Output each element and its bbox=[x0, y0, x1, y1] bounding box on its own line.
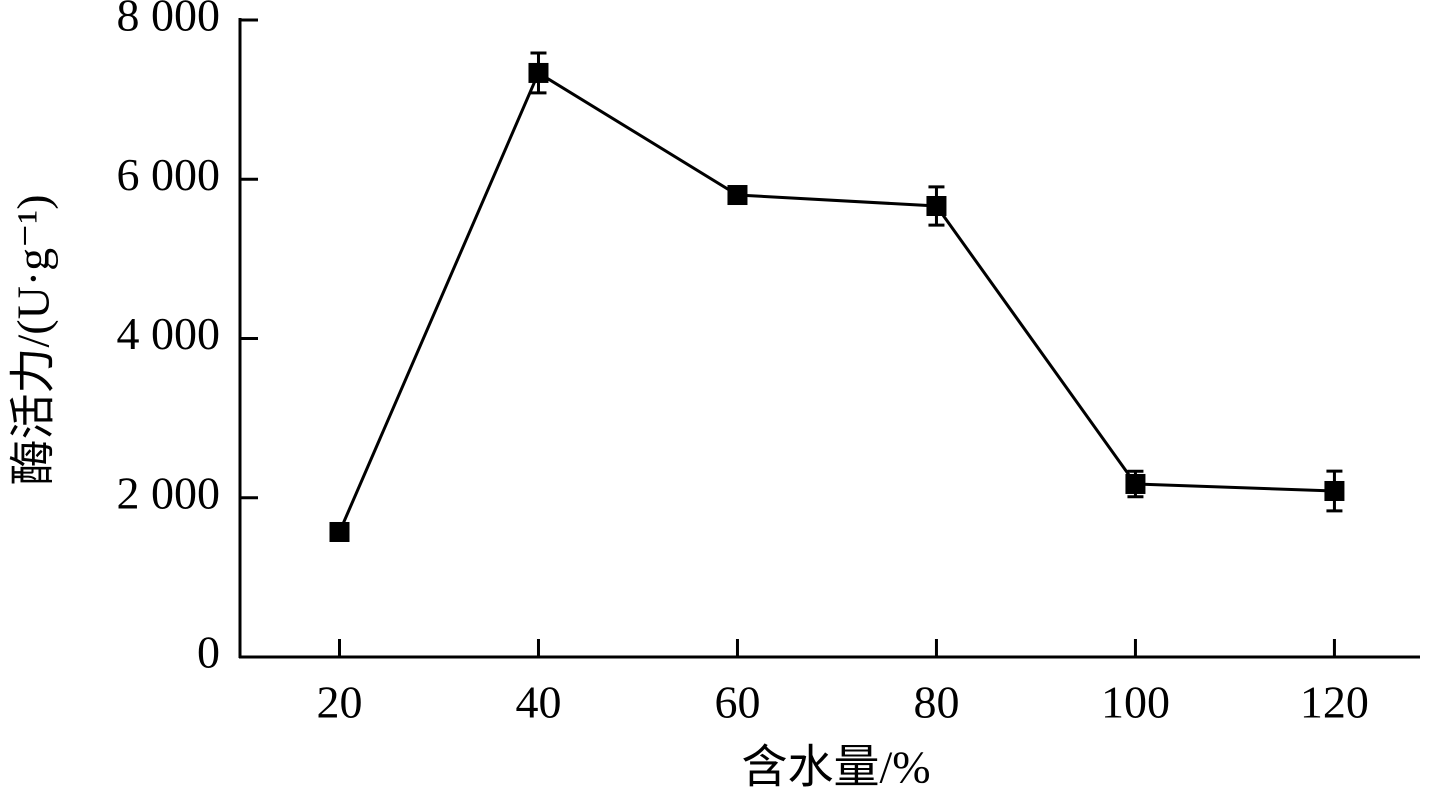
marker bbox=[528, 62, 549, 83]
marker bbox=[1125, 473, 1146, 494]
x-tick-label: 120 bbox=[1300, 677, 1369, 728]
marker bbox=[329, 521, 350, 542]
x-tick-label: 100 bbox=[1101, 677, 1170, 728]
marker bbox=[727, 185, 748, 206]
marker bbox=[926, 196, 947, 217]
y-tick-label: 2 000 bbox=[117, 467, 221, 518]
x-axis-label: 含水量/% bbox=[741, 742, 930, 793]
line bbox=[338, 70, 1335, 533]
marker bbox=[1324, 480, 1345, 501]
y-tick-label: 8 000 bbox=[117, 0, 221, 41]
y-tick-label: 6 000 bbox=[117, 149, 221, 200]
y-axis-label: 酶活力/(U·g⁻¹) bbox=[8, 194, 59, 485]
y-tick-label: 4 000 bbox=[117, 308, 221, 359]
x-tick-label: 40 bbox=[515, 677, 561, 728]
y-tick-label: 0 bbox=[197, 627, 220, 678]
x-tick-label: 60 bbox=[714, 677, 760, 728]
x-tick-label: 20 bbox=[316, 677, 362, 728]
x-tick-label: 80 bbox=[913, 677, 959, 728]
